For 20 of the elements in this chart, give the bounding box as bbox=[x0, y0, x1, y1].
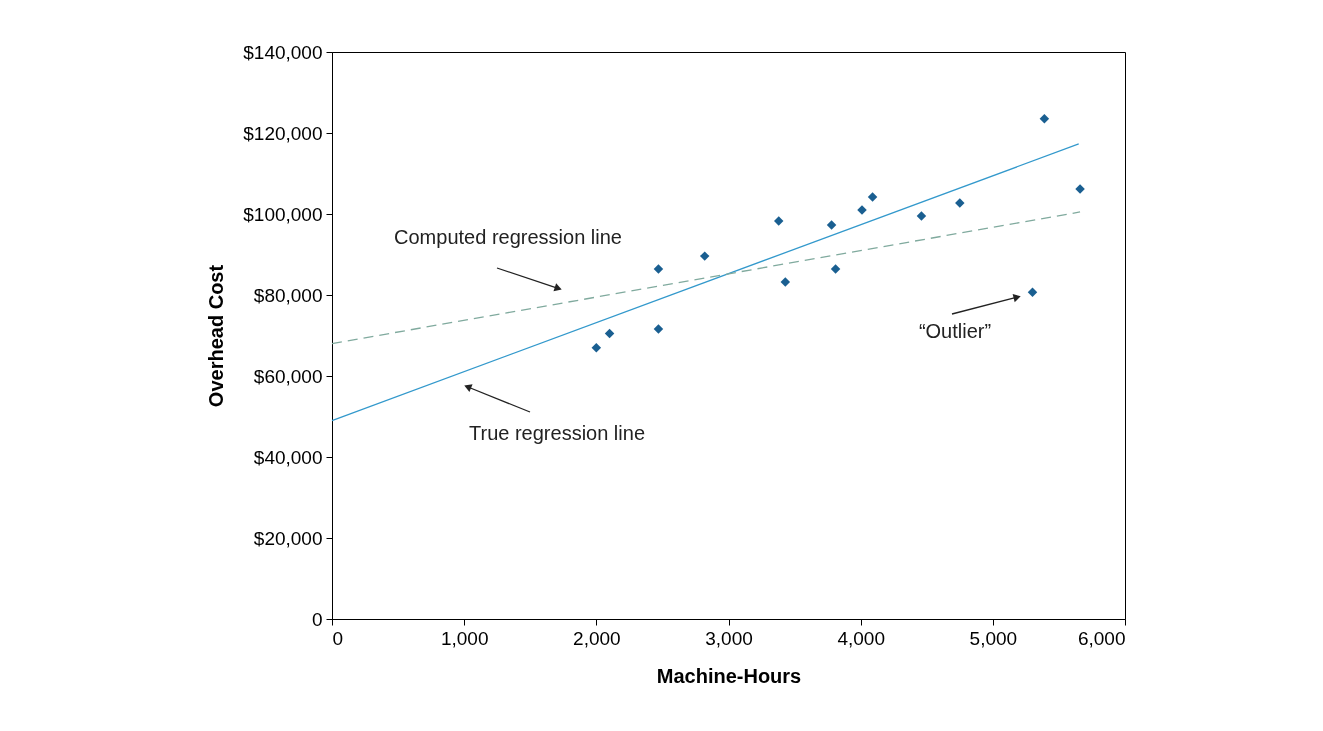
annotation: True regression line bbox=[468, 422, 646, 444]
y-tick-label: $20,000 bbox=[253, 527, 323, 549]
annotation: “Outlier” bbox=[918, 320, 992, 342]
x-tick-label: 6,000 bbox=[1077, 627, 1126, 649]
y-tick-label: $40,000 bbox=[253, 446, 323, 468]
x-tick-label: 3,000 bbox=[705, 627, 753, 649]
y-tick-label: 0 bbox=[311, 608, 323, 630]
annotation: Computed regression line bbox=[394, 226, 622, 248]
x-tick-label: 1,000 bbox=[440, 627, 489, 649]
x-axis-title: Machine-Hours bbox=[656, 664, 802, 687]
x-tick-label: 5,000 bbox=[969, 627, 1018, 649]
y-axis-title: Overhead Cost bbox=[205, 264, 228, 408]
x-tick-label: 2,000 bbox=[573, 627, 621, 649]
y-tick-label: $140,000 bbox=[243, 41, 323, 63]
y-tick-label: $60,000 bbox=[253, 365, 323, 387]
y-tick-label: $100,000 bbox=[243, 203, 323, 225]
x-tick-label: 4,000 bbox=[837, 627, 885, 649]
x-tick-label: 0 bbox=[332, 627, 344, 649]
y-tick-label: $120,000 bbox=[243, 122, 323, 144]
y-tick-label: $80,000 bbox=[253, 284, 323, 306]
